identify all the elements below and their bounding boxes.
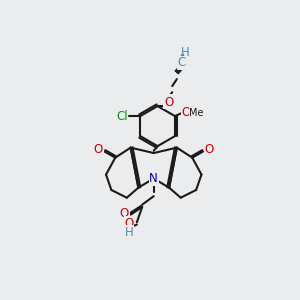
Text: O: O [120, 207, 129, 220]
Text: O: O [164, 95, 173, 108]
Text: Cl: Cl [116, 110, 128, 123]
Text: C: C [177, 56, 186, 69]
Text: Me: Me [189, 108, 204, 118]
Text: O: O [181, 106, 190, 119]
Text: N: N [149, 172, 158, 185]
Text: O: O [94, 143, 103, 157]
Text: O: O [205, 143, 214, 157]
Text: O: O [124, 217, 134, 230]
Text: O: O [164, 96, 174, 109]
Text: H: H [181, 46, 190, 59]
Text: H: H [125, 226, 134, 239]
